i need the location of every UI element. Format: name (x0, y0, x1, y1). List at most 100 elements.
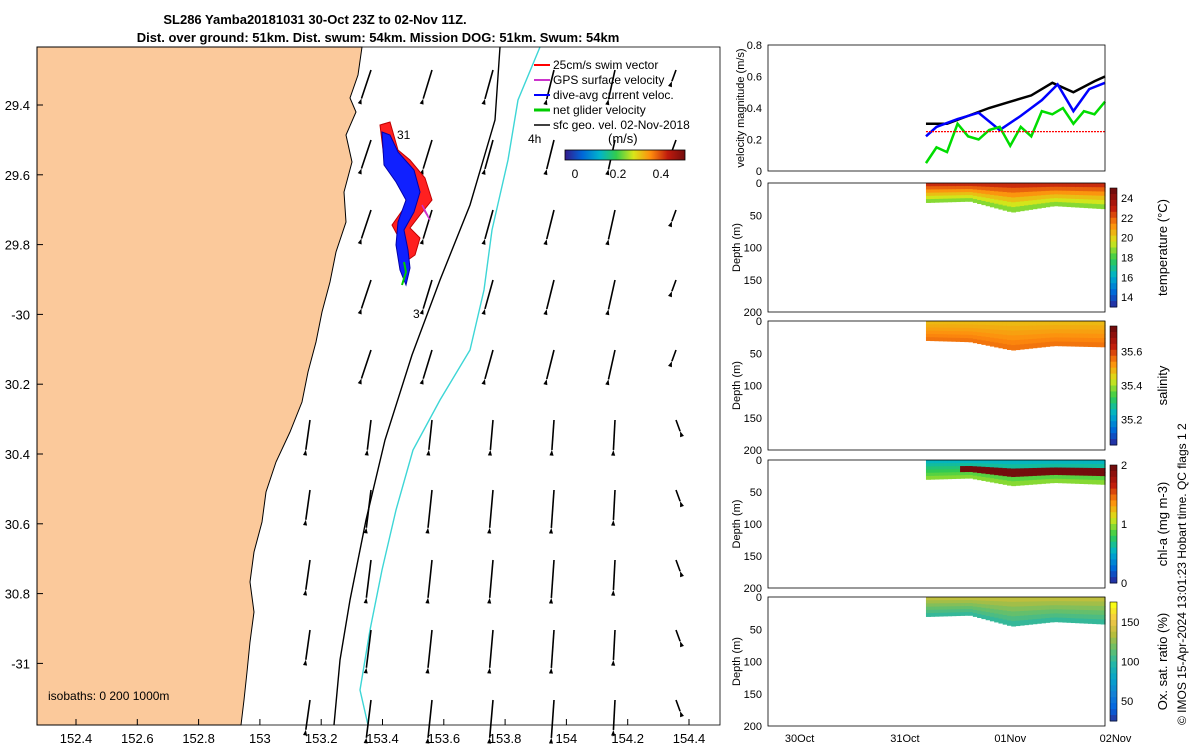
heatmap-cell (1087, 325, 1093, 331)
heatmap-cell (985, 597, 991, 602)
heatmap-cell (1062, 321, 1068, 326)
heatmap-cell (1028, 468, 1034, 473)
heatmap-cell (1049, 605, 1055, 611)
heatmap-cell (943, 472, 948, 477)
isobath-200m (333, 46, 501, 726)
heatmap-cell (925, 199, 931, 203)
heatmap-cell (955, 337, 961, 342)
heatmap-cell (938, 606, 944, 611)
heatmap-cell (1066, 325, 1072, 330)
heatmap-cell (1053, 597, 1059, 602)
geo-arrow-shaft (550, 559, 555, 598)
heatmap-cell (1002, 610, 1008, 616)
heatmap-cell (1070, 325, 1076, 330)
heatmap-cell (943, 600, 948, 604)
heatmap-cell (1045, 329, 1051, 335)
heatmap-cell (981, 463, 987, 468)
heatmap-cell (960, 192, 965, 196)
geo-arrow-head (303, 659, 308, 666)
net-glider-velocity (401, 261, 408, 286)
geo-arrow-shaft (488, 489, 494, 528)
heatmap-cell (968, 195, 974, 199)
heatmap-cell (943, 469, 948, 474)
heatmap-cell (925, 463, 931, 467)
heatmap-cell (998, 467, 1004, 473)
geo-arrow-head (680, 501, 684, 508)
heatmap-cell (1002, 472, 1008, 477)
geo-arrow-head (487, 449, 492, 456)
heatmap-cell (1087, 329, 1093, 335)
heatmap-cell (1041, 199, 1046, 204)
heatmap-cell (1083, 333, 1089, 339)
heatmap-cell (1006, 187, 1012, 193)
heatmap-cell (955, 331, 961, 336)
heatmap-cell (1036, 203, 1042, 209)
heatmap-cell (1092, 183, 1098, 188)
heatmap-cell (960, 606, 965, 610)
colorbar-cell (1110, 241, 1117, 248)
heatmap-cell (981, 332, 987, 338)
heatmap-cell (1006, 597, 1012, 603)
heatmap-cell (998, 475, 1004, 481)
heatmap-cell (972, 472, 978, 477)
heatmap-cell (1049, 609, 1055, 615)
heatmap-cell (1045, 190, 1051, 196)
heatmap-cell (1096, 342, 1102, 348)
geo-arrow-shaft (484, 209, 494, 240)
heatmap-cell (1058, 463, 1063, 469)
heatmap-cell (994, 333, 1000, 339)
heatmap-cell (1011, 207, 1017, 213)
depth-ylabel: Depth (m) (731, 223, 743, 272)
heatmap-cell (1019, 468, 1025, 474)
heatmap-cell (960, 597, 965, 601)
gps-surface-velocity (421, 204, 431, 221)
heatmap-cell (1058, 198, 1063, 203)
heatmap-cell (1006, 615, 1012, 622)
heatmap-cell (1058, 471, 1063, 476)
colorbar-cell (1110, 512, 1117, 519)
geo-arrow-shaft (422, 139, 433, 169)
heatmap-cell (1032, 183, 1038, 188)
heatmap-cell (951, 606, 957, 610)
heatmap-cell (1079, 191, 1085, 196)
heatmap-cell (1028, 183, 1034, 188)
heatmap-cell (943, 192, 948, 197)
colorbar-cell (1110, 427, 1117, 434)
heatmap-cell (951, 609, 957, 614)
heatmap-cell (938, 324, 944, 329)
heatmap-cell (1066, 329, 1072, 335)
heatmap-cell (1045, 198, 1051, 204)
geo-arrow-shaft (488, 559, 494, 598)
heatmap-cell (968, 189, 974, 193)
heatmap-cell (955, 475, 961, 479)
heatmap-cell (1100, 187, 1106, 193)
heatmap-cell (943, 324, 948, 329)
heatmap-cell (1096, 480, 1102, 485)
heatmap-cell (977, 189, 982, 194)
heatmap-cell (930, 330, 936, 335)
heatmap-cell (1006, 480, 1012, 486)
heatmap-cell (1058, 186, 1063, 192)
heatmap-cell (955, 603, 961, 607)
heatmap-cell (947, 337, 953, 342)
heatmap-cell (994, 467, 1000, 472)
heatmap-cell (1096, 601, 1102, 607)
heatmap-cell (964, 460, 970, 464)
heatmap-cell (930, 613, 936, 617)
geo-arrow-head (548, 527, 554, 534)
heatmap-cell (943, 466, 948, 470)
heatmap-cell (1066, 194, 1072, 200)
colorbar-cell (1110, 391, 1117, 398)
heatmap-cell (1002, 597, 1008, 603)
depth-y-tick: 150 (744, 551, 762, 563)
heatmap-cell (977, 335, 982, 341)
heatmap-cell (994, 187, 1000, 192)
geo-arrow-shaft (551, 419, 555, 450)
heatmap-cell (1053, 194, 1059, 199)
heatmap-cell (951, 334, 957, 339)
heatmap-cell (985, 329, 991, 334)
heatmap-cell (994, 183, 1000, 188)
colorbar-cell (1110, 631, 1117, 639)
heatmap-cell (951, 612, 957, 617)
heatmap-cell (1045, 186, 1051, 192)
